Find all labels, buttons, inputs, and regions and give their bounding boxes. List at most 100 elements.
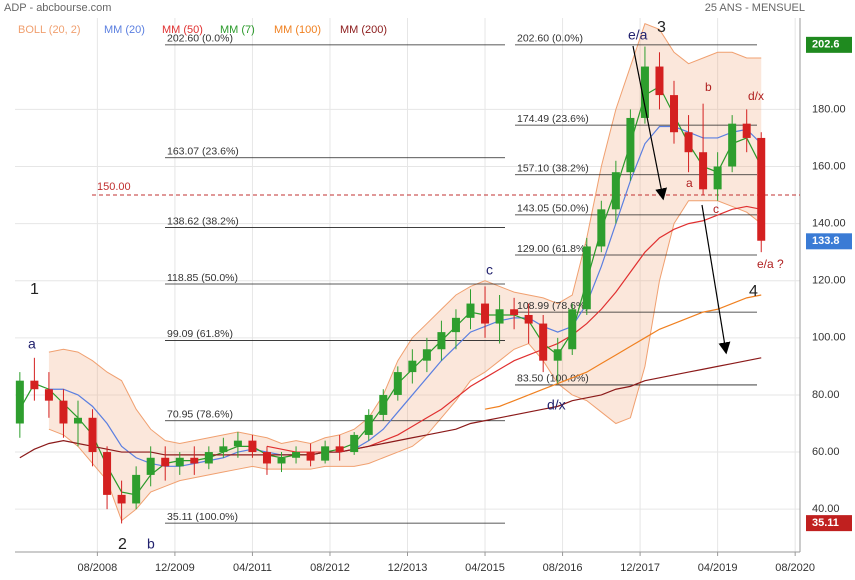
annotation: 1	[30, 281, 39, 298]
x-tick-label: 04/2015	[465, 562, 505, 574]
annotation: b	[147, 536, 155, 552]
annotation: e/a ?	[757, 257, 784, 271]
x-tick-label: 12/2009	[155, 562, 195, 574]
moving-average	[484, 294, 762, 410]
reference-label: 150.00	[97, 181, 131, 193]
x-tick-label: 12/2013	[388, 562, 428, 574]
annotation: d/x	[547, 397, 566, 413]
moving-average	[19, 357, 762, 459]
annotation: c	[486, 262, 493, 278]
y-tick-label: 100.00	[812, 332, 846, 344]
bollinger-fill	[48, 23, 762, 521]
candle-body	[495, 309, 504, 324]
fib-label: 99.09 (61.8%)	[167, 328, 233, 340]
fib-label: 174.49 (23.6%)	[517, 113, 589, 125]
annotation: b	[705, 80, 712, 94]
candle-body	[640, 66, 649, 118]
candle-body	[161, 457, 170, 467]
candle-body	[757, 137, 766, 241]
candle-body	[321, 446, 330, 461]
fib-label: 118.85 (50.0%)	[167, 272, 238, 284]
candle-body	[132, 474, 141, 504]
annotation: 2	[118, 536, 127, 553]
candle-body	[44, 389, 53, 401]
candle-body	[524, 314, 533, 324]
candle-body	[451, 317, 460, 333]
candle-body	[350, 434, 359, 453]
x-tick-label: 08/2008	[77, 562, 117, 574]
annotation: 4	[749, 283, 758, 300]
price-tag-label: 133.8	[812, 235, 840, 247]
x-tick-label: 04/2019	[698, 562, 738, 574]
x-tick-label: 08/2012	[310, 562, 350, 574]
fib-label: 35.11 (100.0%)	[167, 511, 238, 523]
candle-body	[88, 417, 97, 453]
candle-body	[30, 380, 39, 390]
annotations: 1 a 2 b c d/x 3 e/a 4 b d/x a c e/a ?	[28, 19, 784, 553]
fib-label: 202.60 (0.0%)	[167, 33, 233, 45]
legend-entry: MM (7)	[220, 24, 255, 36]
annotation: a	[686, 176, 693, 190]
candle-body	[422, 349, 431, 361]
candle-body	[408, 360, 417, 373]
fib-label: 138.62 (38.2%)	[167, 215, 239, 227]
annotation: 3	[657, 19, 666, 36]
x-tick-label: 08/2016	[543, 562, 583, 574]
candle-body	[190, 457, 199, 464]
candle-body	[597, 209, 606, 247]
price-tag-label: 202.6	[812, 39, 840, 51]
bollinger-upper	[48, 23, 762, 445]
price-tag	[806, 36, 852, 53]
fib-label: 163.07 (23.6%)	[167, 146, 239, 158]
candle-body	[437, 332, 446, 350]
candle-body	[248, 440, 257, 453]
price-tag	[806, 515, 852, 532]
fib-label: 129.00 (61.8%)	[517, 243, 589, 255]
candle-body	[582, 246, 591, 310]
arrow	[632, 45, 668, 201]
moving-average	[48, 125, 762, 467]
price-tag	[806, 233, 852, 250]
candle-body	[233, 440, 242, 447]
x-tick-label: 04/2011	[233, 562, 272, 574]
candle-body	[175, 457, 184, 467]
fib-label: 108.99 (78.6%)	[517, 300, 589, 312]
y-tick-label: 40.00	[812, 503, 840, 515]
y-tick-label: 180.00	[812, 103, 846, 115]
site-title: ADP - abcbourse.com	[4, 2, 111, 14]
candle-body	[117, 494, 126, 504]
legend-entry: MM (50)	[162, 24, 203, 36]
fib-label: 70.95 (78.6%)	[167, 409, 233, 421]
candle-body	[277, 457, 286, 464]
candle-body	[364, 414, 373, 435]
candle-body	[335, 446, 344, 453]
candle-body	[292, 452, 301, 458]
candle-body	[73, 417, 82, 424]
y-tick-label: 140.00	[812, 218, 846, 230]
candle-body	[611, 172, 620, 210]
candle-body	[742, 123, 751, 138]
candle-body	[713, 166, 722, 190]
candle-body	[481, 303, 490, 324]
legend-entry: BOLL (20, 2)	[18, 24, 81, 36]
y-tick-label: 60.00	[812, 446, 840, 458]
candle-body	[146, 457, 155, 475]
candle-body	[655, 66, 664, 96]
y-tick-label: 160.00	[812, 160, 846, 172]
candle-body	[728, 123, 737, 167]
legend-entry: MM (100)	[274, 24, 321, 36]
period: 25 ANS - MENSUEL	[705, 2, 805, 14]
price-tag-label: 35.11	[812, 517, 839, 529]
candle-body	[306, 452, 315, 461]
candle-body	[699, 152, 708, 190]
candle-body	[15, 380, 24, 424]
candle-body	[204, 452, 213, 464]
fib-label: 157.10 (38.2%)	[517, 163, 589, 175]
candle-body	[684, 132, 693, 153]
candle-body	[510, 309, 519, 315]
candle-body	[553, 349, 562, 361]
fib-label: 143.05 (50.0%)	[517, 203, 589, 215]
candle-body	[59, 400, 68, 424]
